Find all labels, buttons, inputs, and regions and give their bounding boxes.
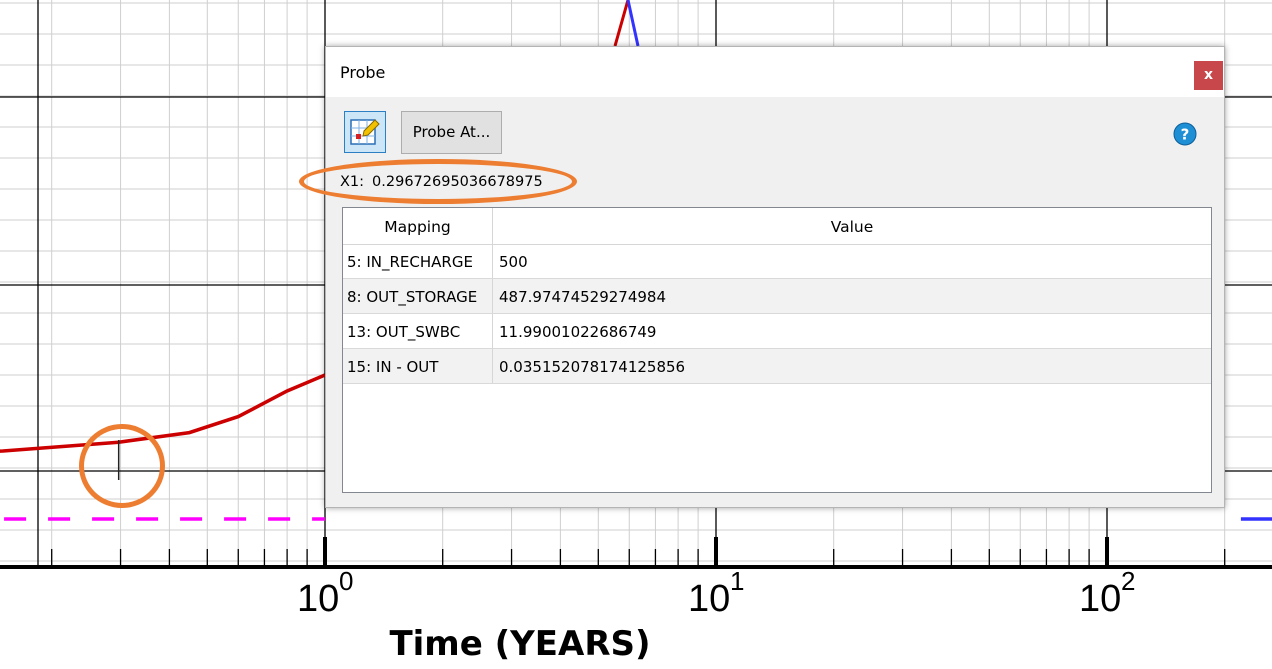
x-tick-exponent-2: 2: [1121, 566, 1135, 596]
mapping-cell: 5: IN_RECHARGE: [343, 244, 493, 278]
probe-tool-button[interactable]: [344, 111, 386, 153]
tick-layer: [51, 537, 1226, 567]
table-row[interactable]: 8: OUT_STORAGE 487.97474529274984: [343, 279, 1211, 314]
title-bar[interactable]: Probe x: [326, 47, 1224, 97]
table-row[interactable]: 15: IN - OUT 0.035152078174125856: [343, 349, 1211, 384]
x-tick-exponent-1: 1: [730, 566, 744, 596]
mapping-table: Mapping Value 5: IN_RECHARGE 500 8: OUT_…: [342, 207, 1212, 493]
column-header-mapping[interactable]: Mapping: [343, 208, 493, 244]
probe-dialog: Probe x Probe At... ? X1: 0.2967269503667…: [325, 46, 1225, 508]
mapping-cell: 13: OUT_SWBC: [343, 314, 493, 348]
red-peak-line: [613, 0, 630, 47]
close-button[interactable]: x: [1194, 61, 1223, 90]
dialog-title: Probe: [340, 63, 386, 82]
x-tick-label-0: 10: [297, 578, 339, 620]
table-header: Mapping Value: [343, 208, 1211, 245]
mapping-cell: 8: OUT_STORAGE: [343, 279, 493, 313]
x-tick-label-2: 10: [1079, 578, 1121, 620]
value-cell: 11.99001022686749: [499, 323, 657, 341]
value-cell: 500: [499, 253, 528, 271]
value-cell: 0.035152078174125856: [499, 358, 686, 376]
help-icon[interactable]: ?: [1173, 122, 1197, 146]
column-header-value[interactable]: Value: [830, 218, 874, 236]
x1-highlight-ellipse: [299, 159, 577, 204]
probe-pick-icon: [350, 119, 380, 145]
mapping-cell: 15: IN - OUT: [343, 349, 493, 383]
svg-text:?: ?: [1181, 126, 1190, 144]
x-tick-label-1: 10: [688, 578, 730, 620]
x-axis-label: Time (YEARS): [389, 624, 650, 664]
table-row[interactable]: 13: OUT_SWBC 11.99001022686749: [343, 314, 1211, 349]
x-tick-exponent-0: 0: [339, 566, 353, 596]
probe-point-highlight-circle: [79, 424, 165, 508]
tick-label-layer: 10 0 10 1 10 2: [297, 566, 1135, 620]
probe-at-button[interactable]: Probe At...: [401, 111, 502, 154]
blue-peak-line: [626, 0, 640, 47]
table-row[interactable]: 5: IN_RECHARGE 500: [343, 244, 1211, 279]
red-series: [0, 373, 326, 453]
value-cell: 487.97474529274984: [499, 288, 667, 306]
